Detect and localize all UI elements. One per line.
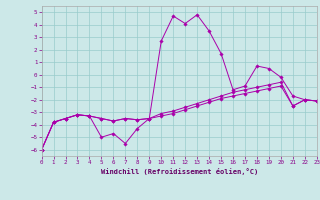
X-axis label: Windchill (Refroidissement éolien,°C): Windchill (Refroidissement éolien,°C) [100,168,258,175]
